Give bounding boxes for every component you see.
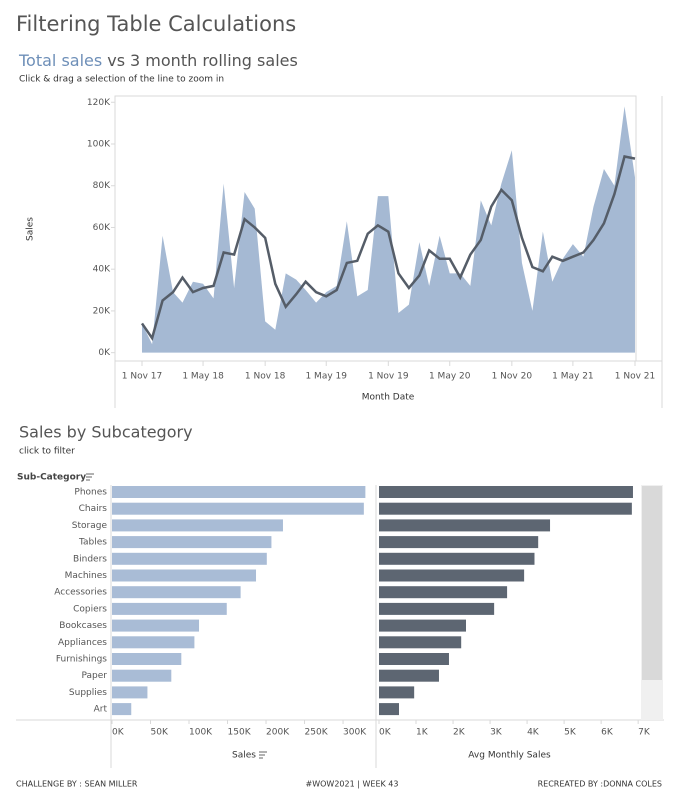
bar[interactable] bbox=[112, 703, 132, 716]
legend-total[interactable]: Total sales bbox=[18, 51, 102, 70]
y-tick-label: 80K bbox=[93, 181, 111, 191]
bar[interactable] bbox=[379, 619, 466, 632]
category-label: Storage bbox=[72, 521, 108, 531]
footer-left: CHALLENGE BY : SEAN MILLER bbox=[16, 780, 138, 789]
plot-frame bbox=[114, 95, 637, 362]
bar[interactable] bbox=[379, 653, 449, 665]
y-tick-label: 60K bbox=[93, 223, 111, 233]
category-label: Paper bbox=[82, 671, 108, 681]
x-tick-label: 150K bbox=[228, 728, 252, 738]
category-label: Phones bbox=[74, 488, 107, 498]
x-tick-label: 1 Nov 18 bbox=[245, 372, 286, 382]
x-axis-label: Sales bbox=[232, 751, 256, 761]
footer-center: #WOW2021 | WEEK 43 bbox=[306, 780, 399, 789]
x-tick-label: 200K bbox=[266, 728, 290, 738]
category-label: Furnishings bbox=[56, 655, 107, 665]
bar[interactable] bbox=[379, 636, 462, 649]
bar[interactable] bbox=[379, 486, 633, 498]
x-tick-label: 4K bbox=[527, 728, 540, 738]
category-label: Machines bbox=[65, 571, 108, 581]
y-tick-label: 0K bbox=[98, 348, 111, 358]
x-tick-label: 0K bbox=[112, 728, 125, 738]
x-axis-label: Month Date bbox=[362, 393, 415, 403]
bar[interactable] bbox=[112, 636, 195, 649]
x-tick-label: 1 Nov 21 bbox=[615, 372, 655, 382]
bar[interactable] bbox=[379, 586, 508, 599]
x-tick-label: 7K bbox=[638, 728, 651, 738]
bar[interactable] bbox=[379, 552, 535, 565]
x-tick-label: 6K bbox=[601, 728, 614, 738]
y-tick-label: 120K bbox=[87, 98, 111, 108]
y-axis-label: Sales bbox=[26, 217, 36, 241]
legend-rolling[interactable]: 3 month rolling sales bbox=[130, 51, 298, 70]
instruction: Click & drag a selection of the line to … bbox=[19, 75, 224, 85]
x-tick-label: 300K bbox=[343, 728, 367, 738]
x-tick-label: 1 Nov 20 bbox=[492, 372, 533, 382]
x-tick-label: 1 Nov 19 bbox=[368, 372, 409, 382]
x-axis-label: Avg Monthly Sales bbox=[468, 751, 551, 761]
category-label: Appliances bbox=[58, 638, 107, 648]
x-tick-label: 250K bbox=[305, 728, 329, 738]
bar[interactable] bbox=[112, 619, 200, 632]
bar[interactable] bbox=[112, 586, 241, 599]
bar-subtitle: click to filter bbox=[19, 447, 75, 457]
category-header[interactable]: Sub-Category bbox=[17, 473, 86, 483]
bar[interactable] bbox=[112, 536, 272, 549]
bar[interactable] bbox=[379, 502, 632, 515]
category-label: Tables bbox=[78, 538, 107, 548]
category-label: Binders bbox=[73, 554, 107, 564]
category-label: Supplies bbox=[69, 688, 107, 698]
bar[interactable] bbox=[379, 569, 525, 582]
bar[interactable] bbox=[379, 602, 495, 615]
category-label: Accessories bbox=[54, 588, 107, 598]
y-tick-label: 20K bbox=[93, 306, 111, 316]
scrollbar-thumb[interactable] bbox=[642, 486, 662, 680]
rolling-line bbox=[140, 155, 636, 341]
x-tick-label: 1 Nov 17 bbox=[122, 372, 162, 382]
connector: vs bbox=[107, 51, 125, 70]
bar[interactable] bbox=[112, 602, 227, 615]
x-tick-label: 5K bbox=[564, 728, 577, 738]
bar[interactable] bbox=[379, 536, 539, 549]
bar[interactable] bbox=[112, 569, 257, 582]
bar[interactable] bbox=[112, 552, 267, 565]
category-label: Art bbox=[94, 705, 108, 715]
x-tick-label: 3K bbox=[490, 728, 503, 738]
x-tick-label: 1 May 21 bbox=[552, 372, 594, 382]
x-tick-label: 100K bbox=[189, 728, 213, 738]
x-tick-label: 1K bbox=[416, 728, 429, 738]
sort-icon[interactable] bbox=[259, 751, 267, 759]
x-tick-label: 1 May 19 bbox=[305, 372, 347, 382]
bar[interactable] bbox=[112, 486, 366, 498]
category-label: Bookcases bbox=[59, 621, 107, 631]
bar[interactable] bbox=[112, 519, 283, 532]
bar[interactable] bbox=[112, 686, 148, 699]
sort-icon[interactable] bbox=[86, 473, 94, 481]
footer-right: RECREATED BY :DONNA COLES bbox=[538, 780, 662, 789]
y-tick-label: 100K bbox=[87, 139, 111, 149]
bar[interactable] bbox=[112, 502, 364, 515]
x-tick-label: 0K bbox=[379, 728, 392, 738]
x-tick-label: 1 May 20 bbox=[429, 372, 471, 382]
bar-chart-title: Sales by Subcategory bbox=[19, 423, 193, 442]
x-tick-label: 2K bbox=[453, 728, 466, 738]
bar[interactable] bbox=[379, 669, 439, 682]
bar[interactable] bbox=[379, 703, 399, 716]
x-tick-label: 1 May 18 bbox=[182, 372, 224, 382]
bar[interactable] bbox=[112, 669, 172, 682]
line-chart-title: Total sales vs 3 month rolling sales bbox=[18, 51, 298, 70]
bar[interactable] bbox=[112, 653, 182, 665]
category-label: Chairs bbox=[79, 504, 108, 514]
category-label: Copiers bbox=[73, 604, 107, 614]
sales-area bbox=[141, 106, 635, 353]
x-tick-label: 50K bbox=[151, 728, 169, 738]
bar[interactable] bbox=[379, 519, 551, 532]
page-title: Filtering Table Calculations bbox=[16, 12, 296, 36]
y-tick-label: 40K bbox=[93, 265, 111, 275]
bar[interactable] bbox=[379, 686, 415, 699]
